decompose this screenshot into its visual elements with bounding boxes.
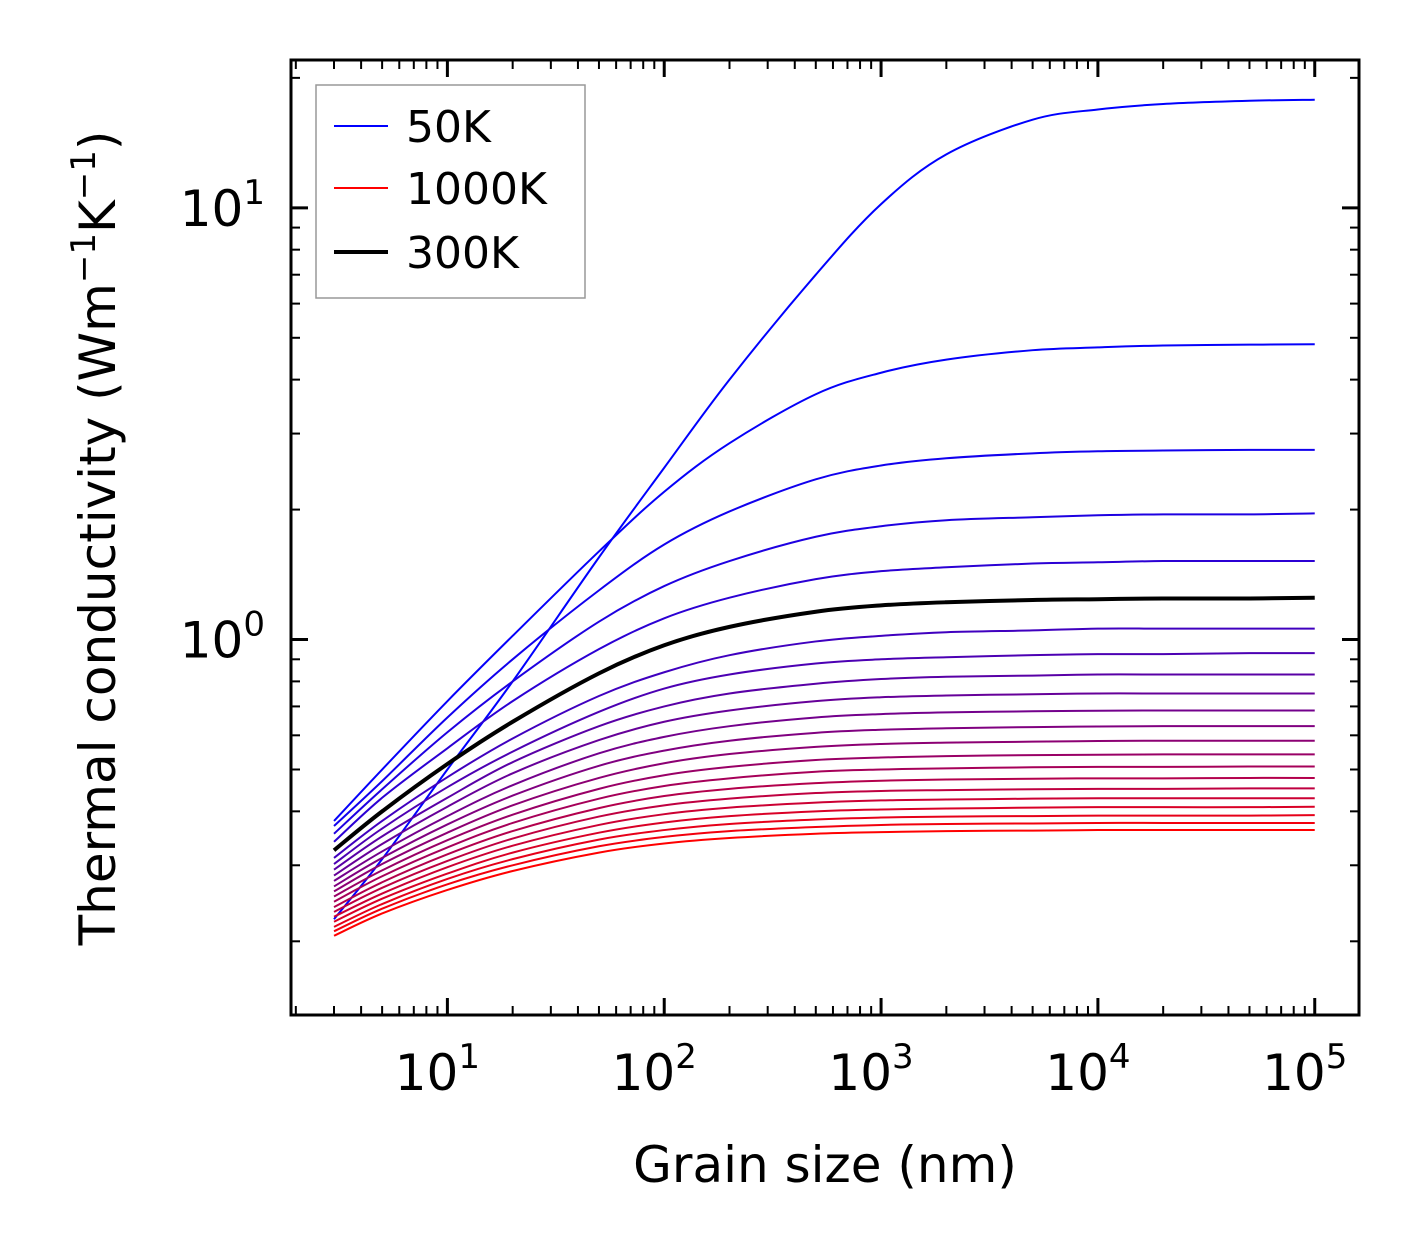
series-line-curve-2 — [333, 343, 1315, 822]
y-axis-label-exp1: −1 — [64, 233, 104, 283]
series-line-curve-16 — [333, 787, 1315, 913]
series-line-curve-9 — [333, 692, 1315, 877]
y-axis-label-exp2: −1 — [64, 150, 104, 200]
legend-label-50k: 50K — [406, 102, 492, 153]
series-line-curve-10 — [333, 709, 1315, 882]
y-tick-label: 100 — [180, 605, 265, 670]
series-line-curve-6 — [333, 627, 1315, 859]
series-line-curve-7 — [333, 652, 1315, 865]
series-line-300k — [332, 595, 1315, 852]
legend: 50K 1000K 300K — [315, 84, 586, 299]
x-tick-label: 101 — [395, 1037, 480, 1102]
series-line-curve-18 — [333, 805, 1315, 923]
y-axis-label: Thermal conductivity (Wm−1K−1) — [64, 131, 127, 947]
labels-layer: 101 102 103 104 105 100 101 — [180, 173, 1348, 1102]
series-line-curve-19 — [333, 814, 1315, 928]
series-line-curve-11 — [333, 725, 1315, 888]
series-line-50k — [333, 98, 1315, 920]
series-line-curve-17 — [333, 797, 1315, 918]
x-tick-label: 102 — [612, 1037, 697, 1102]
x-tick-label: 104 — [1045, 1037, 1130, 1102]
series-line-curve-3 — [333, 448, 1315, 827]
series-layer — [332, 98, 1315, 937]
x-tick-label: 105 — [1262, 1037, 1347, 1102]
y-tick-label: 101 — [180, 173, 265, 238]
legend-box — [315, 84, 586, 299]
series-line-curve-20 — [333, 821, 1315, 933]
series-line-curve-15 — [333, 776, 1315, 909]
series-line-curve-4 — [333, 512, 1315, 835]
legend-label-300k: 300K — [406, 228, 520, 279]
series-line-curve-13 — [333, 753, 1315, 898]
series-line-curve-14 — [333, 765, 1315, 903]
x-tick-label: 103 — [828, 1037, 913, 1102]
legend-label-1000k: 1000K — [406, 164, 548, 215]
y-axis-label-unit-k: K — [69, 199, 127, 233]
series-line-curve-8 — [333, 673, 1315, 871]
series-line-curve-5 — [333, 559, 1315, 843]
series-line-1000k — [333, 829, 1315, 937]
plot-frame — [289, 58, 1361, 1017]
series-line-curve-12 — [333, 739, 1315, 893]
y-axis-label-close: ) — [69, 131, 127, 151]
y-axis-label-main: Thermal conductivity (Wm — [69, 283, 127, 946]
x-axis-label: Grain size (nm) — [633, 1136, 1017, 1194]
